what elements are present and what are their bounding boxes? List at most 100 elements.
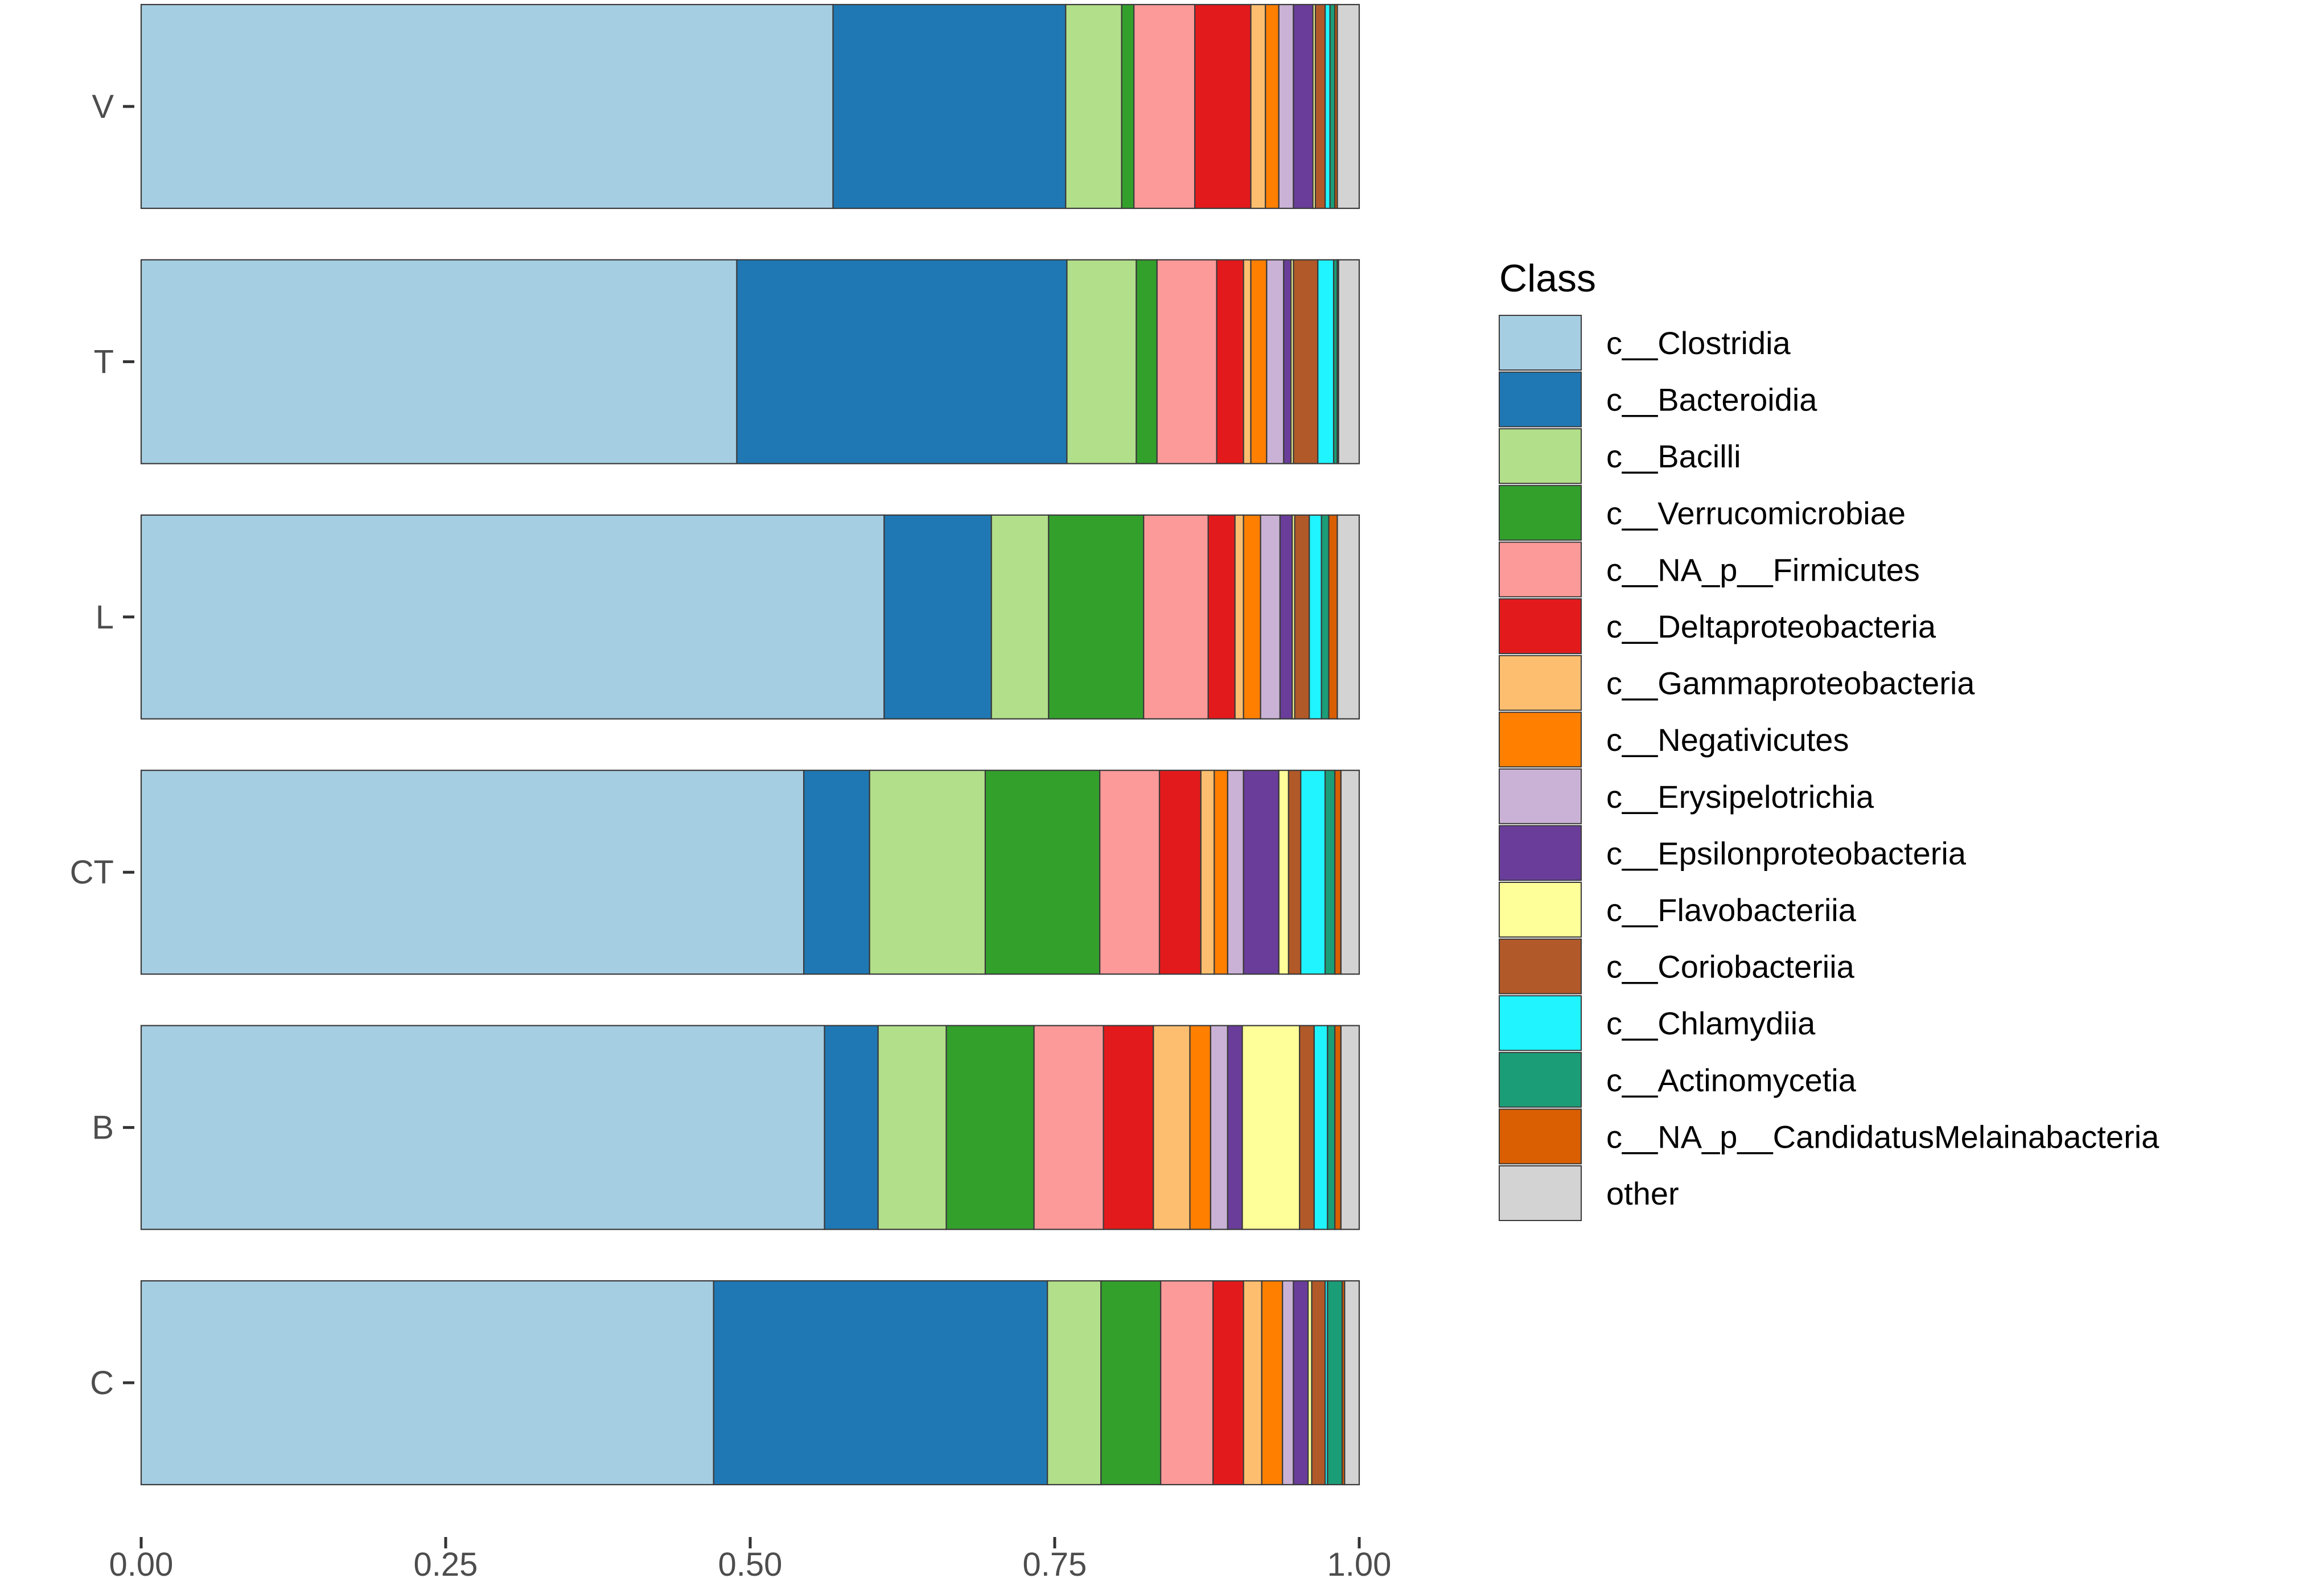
bar-segment-t-c-erysipelotrichia (1266, 259, 1285, 465)
legend-key-c-clostridia (1499, 315, 1582, 371)
bar-segment-l-c-verrucomicrobiae (1048, 514, 1145, 720)
y-tick-label-ct: CT (70, 854, 114, 891)
legend-key-c-flavobacteriia (1499, 882, 1582, 938)
bar-segment-t-c-deltaproteobacteria (1216, 259, 1244, 465)
legend-label-c-actinomycetia: c__Actinomycetia (1606, 1062, 1857, 1098)
bars-layer (140, 3, 1360, 1486)
x-axis: 0.00 0.25 0.50 0.75 1.00 (109, 1537, 1391, 1578)
bar-segment-v-c-verrucomicrobiae (1121, 3, 1135, 209)
bar-segment-v-c-na-p-firmicutes (1133, 3, 1196, 209)
bar-segment-ct-c-flavobacteriia (1278, 770, 1289, 975)
legend-item-c-gammaproteobacteria: c__Gammaproteobacteria (1499, 655, 1975, 711)
bar-segment-v-c-actinomycetia (1329, 3, 1336, 209)
bar-segment-l-c-clostridia (140, 514, 885, 720)
legend-label-c-deltaproteobacteria: c__Deltaproteobacteria (1606, 609, 1936, 644)
bar-segment-b-c-epsilonproteobacteria (1227, 1025, 1243, 1230)
legend-key-other (1499, 1165, 1582, 1221)
bar-segment-l-c-na-p-firmicutes (1143, 514, 1209, 720)
bar-segment-l-other (1336, 514, 1360, 720)
legend-label-c-verrucomicrobiae: c__Verrucomicrobiae (1606, 495, 1906, 531)
bar-segment-l-c-deltaproteobacteria (1207, 514, 1236, 720)
legend-key-c-na-p-firmicutes (1499, 541, 1582, 598)
bar-segment-t-c-na-p-firmicutes (1156, 259, 1217, 465)
bar-segment-v-c-erysipelotrichia (1278, 3, 1294, 209)
bar-segment-c-c-clostridia (140, 1280, 714, 1486)
bar-row-c (140, 1280, 1360, 1486)
bar-row-l (140, 514, 1360, 720)
bar-segment-v-c-clostridia (140, 3, 834, 209)
bar-segment-b-c-deltaproteobacteria (1103, 1025, 1154, 1230)
legend-label-other: other (1606, 1176, 1679, 1211)
legend-key-c-coriobacteriia (1499, 938, 1582, 995)
legend-label-c-clostridia: c__Clostridia (1606, 325, 1791, 361)
legend-item-c-deltaproteobacteria: c__Deltaproteobacteria (1499, 598, 1936, 654)
x-tick-label-0-25: 0.25 (414, 1546, 478, 1578)
legend-key-c-actinomycetia (1499, 1051, 1582, 1108)
legend-item-c-na-p-candidatusmelainabacteria: c__NA_p__CandidatusMelainabacteria (1499, 1108, 2160, 1165)
bar-segment-c-c-verrucomicrobiae (1100, 1280, 1162, 1486)
legend-key-c-deltaproteobacteria (1499, 598, 1582, 654)
bar-segment-v-c-bacteroidia (832, 3, 1067, 209)
bar-row-ct (140, 770, 1360, 975)
bar-segment-v-c-bacilli (1065, 3, 1122, 209)
legend-item-c-flavobacteriia: c__Flavobacteriia (1499, 882, 1857, 938)
bar-segment-b-c-gammaproteobacteria (1153, 1025, 1191, 1230)
legend-item-c-verrucomicrobiae: c__Verrucomicrobiae (1499, 484, 1906, 541)
y-tick-label-t: T (94, 343, 114, 380)
legend-key-c-chlamydiia (1499, 995, 1582, 1051)
bar-segment-b-c-bacilli (877, 1025, 947, 1230)
bar-segment-l-c-erysipelotrichia (1260, 514, 1281, 720)
bar-segment-ct-other (1340, 770, 1360, 975)
bar-segment-ct-c-bacilli (869, 770, 986, 975)
legend-key-c-bacilli (1499, 428, 1582, 484)
legend-item-c-actinomycetia: c__Actinomycetia (1499, 1051, 1857, 1108)
bar-segment-c-c-gammaproteobacteria (1243, 1280, 1262, 1486)
bar-segment-ct-c-clostridia (140, 770, 805, 975)
legend-title: Class (1499, 257, 1596, 300)
bar-row-v (140, 3, 1360, 209)
legend-item-c-chlamydiia: c__Chlamydiia (1499, 995, 1816, 1051)
legend: Class c__Clostridia c__Bacteroidia c__Baci… (1499, 257, 2160, 1221)
bar-segment-c-c-actinomycetia (1327, 1280, 1343, 1486)
legend-key-c-verrucomicrobiae (1499, 484, 1582, 541)
bar-segment-l-c-bacteroidia (883, 514, 992, 720)
bar-segment-v-c-gammaproteobacteria (1250, 3, 1266, 209)
bar-segment-ct-c-bacteroidia (803, 770, 870, 975)
bar-segment-v-c-epsilonproteobacteria (1293, 3, 1314, 209)
y-axis: V T L CT B C (70, 88, 134, 1402)
legend-label-c-bacilli: c__Bacilli (1606, 438, 1741, 474)
legend-item-c-na-p-firmicutes: c__NA_p__Firmicutes (1499, 541, 1920, 598)
bar-segment-t-c-bacteroidia (736, 259, 1068, 465)
bar-segment-c-c-na-p-firmicutes (1160, 1280, 1214, 1486)
bar-segment-c-c-deltaproteobacteria (1212, 1280, 1244, 1486)
bar-segment-b-c-flavobacteriia (1241, 1025, 1301, 1230)
bar-segment-v-c-coriobacteriia (1314, 3, 1326, 209)
legend-item-c-epsilonproteobacteria: c__Epsilonproteobacteria (1499, 825, 1967, 881)
bar-segment-ct-c-na-p-candidatusmelainabacteria (1334, 770, 1342, 975)
x-tick-label-0-75: 0.75 (1023, 1546, 1087, 1578)
legend-key-c-negativicutes (1499, 712, 1582, 768)
bar-segment-b-c-erysipelotrichia (1210, 1025, 1228, 1230)
bar-segment-c-c-bacilli (1047, 1280, 1102, 1486)
bar-segment-l-c-na-p-candidatusmelainabacteria (1328, 514, 1338, 720)
legend-label-c-gammaproteobacteria: c__Gammaproteobacteria (1606, 665, 1975, 701)
bar-segment-c-c-bacteroidia (713, 1280, 1048, 1486)
y-tick-label-v: V (92, 88, 114, 125)
legend-label-c-coriobacteriia: c__Coriobacteriia (1606, 949, 1855, 985)
bar-segment-ct-c-deltaproteobacteria (1158, 770, 1202, 975)
bar-segment-b-c-negativicutes (1189, 1025, 1212, 1230)
bar-segment-c-c-epsilonproteobacteria (1293, 1280, 1309, 1486)
bar-segment-b-c-bacteroidia (824, 1025, 879, 1230)
bar-segment-b-c-clostridia (140, 1025, 825, 1230)
bar-row-t (140, 259, 1360, 465)
legend-item-other: other (1499, 1165, 1679, 1221)
bar-segment-b-c-na-p-firmicutes (1033, 1025, 1104, 1230)
y-tick-label-l: L (96, 599, 114, 636)
bar-segment-t-c-bacilli (1066, 259, 1137, 465)
legend-item-c-erysipelotrichia: c__Erysipelotrichia (1499, 768, 1874, 824)
bar-segment-b-c-coriobacteriia (1299, 1025, 1315, 1230)
bar-segment-v-other (1336, 3, 1360, 209)
x-tick-label-0-50: 0.50 (718, 1546, 783, 1578)
bar-segment-b-c-chlamydiia (1313, 1025, 1328, 1230)
